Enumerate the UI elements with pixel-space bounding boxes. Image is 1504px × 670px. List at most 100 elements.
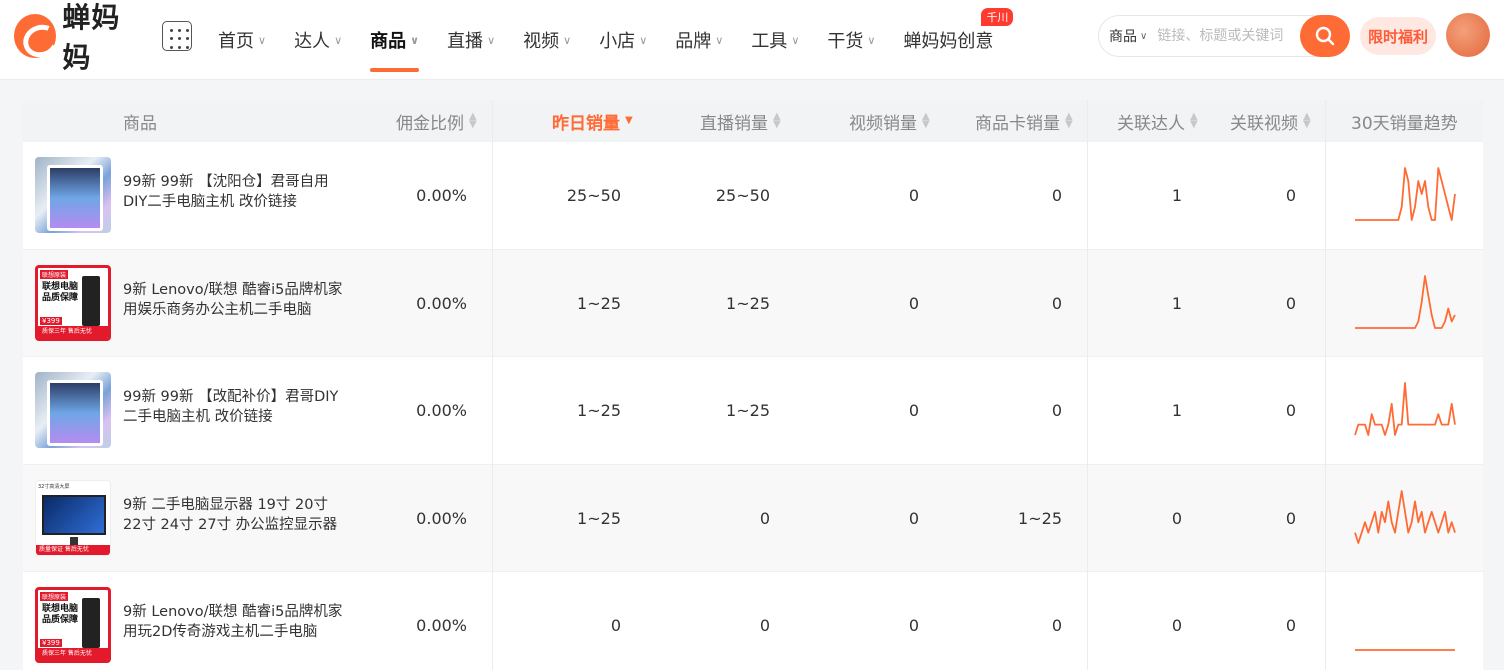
search-type-label: 商品 xyxy=(1109,29,1137,45)
creators-cell: 0 xyxy=(1171,616,1182,636)
live-cell: 1~25 xyxy=(726,401,770,421)
search-input[interactable] xyxy=(1157,28,1290,44)
search-button[interactable] xyxy=(1300,15,1350,57)
thumb-foot: 质量保证 售后无忧 xyxy=(36,544,110,555)
nav-item-2[interactable]: 商品 ∨ xyxy=(364,0,425,80)
product-name-link[interactable]: 9新 Lenovo/联想 酷睿i5品牌机家用玩2D传奇游戏主机二手电脑 xyxy=(123,604,343,640)
product-name-link[interactable]: 99新 99新 【改配补价】君哥DIY二手电脑主机 改价链接 xyxy=(123,389,339,425)
sales-trend-sparkline xyxy=(1355,274,1456,329)
col-live-sales[interactable]: 直播销量 ▲ ▼ xyxy=(700,111,781,134)
product-thumbnail[interactable]: 联想原装 联想电脑品质保障 ¥399 质保三年 售后无忧 xyxy=(35,264,111,341)
video-cell: 0 xyxy=(908,508,919,528)
nav-item-9[interactable]: 蝉妈妈创意 千川 xyxy=(897,0,1014,80)
nav-item-7[interactable]: 工具 ∨ xyxy=(745,0,805,80)
card-cell: 0 xyxy=(1051,401,1062,421)
sales-trend-sparkline xyxy=(1354,489,1456,544)
chevron-down-icon: ∨ xyxy=(1140,30,1148,42)
nav-item-0[interactable]: 首页 ∨ xyxy=(212,0,272,80)
search-box: 商品 ∨ xyxy=(1098,15,1350,57)
brand-name: 蝉妈妈 xyxy=(62,1,121,74)
live-cell: 25~50 xyxy=(715,186,770,206)
chevron-down-icon: ∨ xyxy=(563,33,572,47)
main-nav: 首页 ∨ 达人 ∨ 商品 ∨ 直播 ∨ 视频 ∨ 小店 ∨ 品牌 ∨ 工具 ∨ 干货 ∨ 蝉妈妈创意 千川 xyxy=(212,0,1015,80)
search-icon xyxy=(1315,26,1335,46)
creators-cell: 1 xyxy=(1171,186,1182,206)
yesterday-cell: 1~25 xyxy=(577,401,621,421)
chevron-down-icon: ∨ xyxy=(867,33,876,47)
nav-item-label: 直播 xyxy=(447,31,484,52)
product-thumbnail[interactable]: 联想原装 联想电脑品质保障 ¥399 质保三年 售后无忧 xyxy=(35,587,111,663)
nav-item-8[interactable]: 干货 ∨ xyxy=(821,0,881,80)
thumb-title: 联想电脑品质保障 xyxy=(42,604,79,625)
nav-item-5[interactable]: 小店 ∨ xyxy=(593,0,653,80)
monitor-icon xyxy=(42,494,106,535)
creators-cell: 1 xyxy=(1171,401,1182,421)
sales-trend-sparkline xyxy=(1354,382,1456,436)
nav-item-4[interactable]: 视频 ∨ xyxy=(517,0,577,80)
thumb-foot: 质保三年 售后无忧 xyxy=(38,325,108,338)
product-name-link[interactable]: 9新 Lenovo/联想 酷睿i5品牌机家用娱乐商务办公主机二手电脑 xyxy=(123,281,343,318)
col-card-sales[interactable]: 商品卡销量 ▲ ▼ xyxy=(975,111,1073,134)
product-name-link[interactable]: 9新 二手电脑显示器 19寸 20寸 22寸 24寸 27寸 办公监控显示器 xyxy=(123,496,338,533)
thumb-price: ¥399 xyxy=(40,639,62,647)
table-row: 99新 99新 【沈阳仓】君哥自用DIY二手电脑主机 改价链接 0.00% 25~5… xyxy=(23,142,1483,250)
card-cell: 0 xyxy=(1051,293,1062,313)
videos-cell: 0 xyxy=(1285,401,1296,421)
top-header: 蝉妈妈 首页 ∨ 达人 ∨ 商品 ∨ 直播 ∨ 视频 ∨ 小店 ∨ 品牌 ∨ 工具 ∨ 干货 ∨ 蝉妈妈创意 千川 商… xyxy=(0,0,1504,80)
videos-cell: 0 xyxy=(1285,508,1296,528)
nav-item-label: 品牌 xyxy=(675,31,712,52)
nav-item-label: 达人 xyxy=(294,31,331,52)
yesterday-cell: 0 xyxy=(610,616,621,636)
nav-item-6[interactable]: 品牌 ∨ xyxy=(669,0,729,80)
product-thumbnail[interactable]: 32寸高清大屏 质量保证 售后无忧 xyxy=(35,479,111,556)
chevron-down-icon: ∨ xyxy=(487,33,496,47)
limited-offer-button[interactable]: 限时福利 xyxy=(1360,17,1436,55)
apps-grid-icon[interactable] xyxy=(162,21,192,51)
col-commission[interactable]: 佣金比例 ▲ ▼ xyxy=(396,111,477,134)
user-avatar[interactable] xyxy=(1446,13,1490,57)
product-name-link[interactable]: 99新 99新 【沈阳仓】君哥自用DIY二手电脑主机 改价链接 xyxy=(123,174,329,210)
col-related-creators[interactable]: 关联达人 ▲ ▼ xyxy=(1117,111,1198,134)
nav-badge: 千川 xyxy=(981,8,1014,26)
sort-icon: ▲ ▼ xyxy=(922,111,930,130)
commission-cell: 0.00% xyxy=(416,508,467,528)
video-cell: 0 xyxy=(908,186,919,206)
chevron-down-icon: ∨ xyxy=(410,33,420,47)
sort-icon: ▲ ▼ xyxy=(469,111,477,130)
card-cell: 1~25 xyxy=(1018,508,1062,528)
search-type-select[interactable]: 商品 ∨ xyxy=(1099,26,1147,46)
col-related-videos[interactable]: 关联视频 ▲ ▼ xyxy=(1230,111,1311,134)
product-table: 商品 佣金比例 ▲ ▼ 昨日销量 ▼ 直播销量 ▲ ▼ 视频销量 ▲ ▼ 商品卡销量 ▲ ▼ 关联… xyxy=(23,100,1483,670)
product-thumbnail[interactable] xyxy=(35,372,111,448)
video-cell: 0 xyxy=(908,401,919,421)
nav-item-3[interactable]: 直播 ∨ xyxy=(441,0,501,80)
col-yesterday-sales[interactable]: 昨日销量 ▼ xyxy=(552,113,633,134)
trend-line xyxy=(1354,382,1456,436)
thumb-price: ¥399 xyxy=(40,316,62,325)
nav-item-label: 首页 xyxy=(218,31,254,52)
trend-line xyxy=(1355,274,1456,329)
live-cell: 0 xyxy=(759,616,770,636)
col-trend: 30天销量趋势 xyxy=(1351,113,1458,134)
nav-item-1[interactable]: 达人 ∨ xyxy=(288,0,348,80)
product-thumbnail[interactable] xyxy=(35,157,111,233)
column-divider xyxy=(492,100,493,670)
column-divider xyxy=(1087,100,1088,670)
brand-logo[interactable]: 蝉妈妈 xyxy=(14,1,146,74)
nav-item-label: 工具 xyxy=(751,31,788,52)
thumb-tag: 联想原装 xyxy=(40,592,69,601)
col-video-sales[interactable]: 视频销量 ▲ ▼ xyxy=(849,111,930,134)
col-product: 商品 xyxy=(123,113,157,134)
videos-cell: 0 xyxy=(1285,186,1296,206)
sort-icon: ▲ ▼ xyxy=(1065,111,1073,130)
yesterday-cell: 25~50 xyxy=(566,186,621,206)
chevron-down-icon: ∨ xyxy=(791,33,800,47)
pc-tower-icon xyxy=(82,275,100,326)
sort-icon: ▲ ▼ xyxy=(1190,111,1198,130)
videos-cell: 0 xyxy=(1285,293,1296,313)
nav-item-label: 小店 xyxy=(599,31,636,52)
nav-item-label: 干货 xyxy=(827,31,864,52)
creators-cell: 0 xyxy=(1171,508,1182,528)
pc-tower-icon xyxy=(82,598,100,648)
column-divider xyxy=(1325,100,1326,670)
